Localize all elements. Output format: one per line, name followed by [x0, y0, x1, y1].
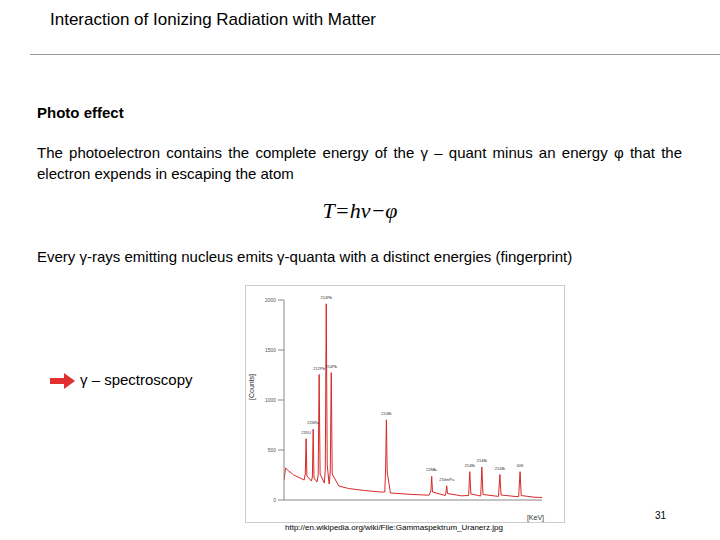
svg-text:214Bi: 214Bi — [477, 458, 487, 463]
html-text:Photo effect: Photo effect — [37, 104, 124, 121]
html-text:The photoelectron contains the: The photoelectron contains the complete … — [37, 144, 682, 182]
html-text:γ – spectroscopy: γ – spectroscopy — [80, 371, 193, 388]
svg-text:228Ac: 228Ac — [426, 467, 437, 472]
svg-text:226Ra: 226Ra — [307, 420, 320, 425]
html-text:http://en.wikipedia.org/wiki/F: http://en.wikipedia.org/wiki/File:Gammas… — [285, 523, 503, 532]
svg-text:40K: 40K — [517, 463, 524, 468]
svg-text:2000: 2000 — [265, 297, 276, 303]
html-text:Interaction of Ionizing Radiat: Interaction of Ionizing Radiation with M… — [50, 10, 376, 29]
svg-text:214Pb: 214Pb — [325, 364, 337, 369]
svg-text:1000: 1000 — [265, 397, 276, 403]
svg-text:214Bi: 214Bi — [381, 411, 391, 416]
html-text:Every γ-rays emitting nucleus: Every γ-rays emitting nucleus emits γ-qu… — [37, 248, 573, 265]
html-text:T=hν−φ: T=hν−φ — [322, 198, 398, 223]
svg-text:1500: 1500 — [265, 347, 276, 353]
svg-text:[KeV]: [KeV] — [527, 514, 544, 522]
svg-text:214Pb: 214Pb — [320, 295, 332, 300]
svg-text:214Bi: 214Bi — [495, 466, 505, 471]
svg-text:214Bi: 214Bi — [465, 463, 475, 468]
svg-text:234mPa: 234mPa — [439, 477, 455, 482]
svg-text:0: 0 — [273, 497, 276, 503]
svg-text:235U: 235U — [301, 430, 311, 435]
html-text:31: 31 — [655, 510, 667, 521]
svg-text:500: 500 — [268, 447, 277, 453]
svg-text:212Pb: 212Pb — [313, 366, 325, 371]
svg-text:[Counts]: [Counts] — [248, 374, 256, 400]
